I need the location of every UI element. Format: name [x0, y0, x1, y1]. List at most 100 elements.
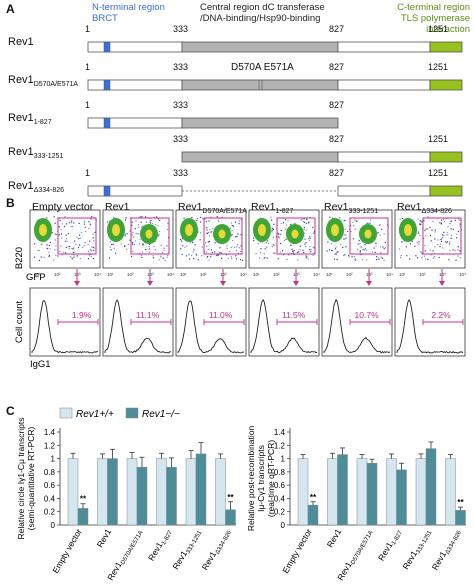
event-dot — [206, 245, 208, 247]
y-axis-label: Relative circle Iγ1-Cμ transcripts — [16, 417, 26, 539]
event-dot — [66, 240, 68, 242]
event-dot — [439, 246, 441, 248]
event-dot — [299, 245, 301, 247]
y-tick-label: 0.8 — [44, 468, 56, 477]
gfp-gate — [130, 217, 170, 255]
event-dot — [364, 244, 366, 246]
event-dot — [196, 254, 198, 256]
event-dot — [93, 240, 95, 242]
category-subscript: 333-1251 — [186, 529, 204, 555]
event-dot — [259, 252, 262, 254]
event-dot — [84, 226, 86, 228]
event-dot — [345, 246, 347, 248]
brct-domain — [103, 185, 111, 197]
event-dot — [152, 257, 155, 259]
event-dot — [93, 249, 95, 251]
event-dot — [303, 226, 306, 229]
event-dot — [310, 250, 312, 253]
histogram-curve — [250, 298, 317, 354]
label-subscript: 1-827 — [33, 119, 52, 127]
event-dot — [38, 250, 40, 252]
event-dot — [166, 228, 169, 230]
event-dot — [145, 248, 147, 251]
axis-tick-label: 10³ — [74, 272, 81, 277]
event-dot — [160, 244, 162, 246]
event-dot — [373, 247, 375, 249]
event-dot — [284, 218, 287, 221]
central-sub: /DNA-binding/Hsp90-binding — [200, 13, 321, 24]
nterm-sub: BRCT — [92, 13, 118, 24]
event-dot — [73, 247, 75, 249]
dense-cluster-core — [218, 229, 226, 239]
event-dot — [55, 233, 57, 236]
event-dot — [208, 235, 211, 237]
event-dot — [308, 221, 310, 223]
axis-tick-label: 10⁴ — [386, 272, 393, 277]
event-dot — [149, 218, 151, 220]
event-dot — [307, 222, 310, 224]
n-terminal-region — [87, 79, 183, 91]
event-dot — [371, 251, 374, 253]
event-dot — [130, 255, 133, 258]
flow-column-title: Empty vector — [32, 201, 93, 213]
event-dot — [214, 242, 216, 244]
event-dot — [131, 221, 133, 223]
event-dot — [206, 251, 208, 253]
event-dot — [60, 245, 62, 247]
event-dot — [54, 239, 56, 241]
event-dot — [352, 238, 354, 240]
event-dot — [378, 224, 380, 227]
event-dot — [141, 254, 143, 256]
bar-ko — [366, 462, 378, 526]
position-number: 1251 — [428, 62, 449, 72]
event-dot — [359, 242, 361, 245]
event-dot — [87, 258, 90, 260]
event-dot — [253, 237, 255, 239]
event-dot — [419, 220, 421, 222]
y-tick-label: 0.8 — [274, 468, 286, 477]
event-dot — [208, 259, 210, 261]
event-dot — [88, 221, 90, 223]
igg1-percent: 11.5% — [282, 310, 306, 320]
event-dot — [418, 241, 420, 243]
event-dot — [420, 223, 422, 226]
event-dot — [293, 249, 295, 252]
bar-wt — [67, 458, 79, 526]
position-number: 333 — [173, 100, 189, 110]
label-main: Empty vector — [32, 201, 94, 213]
bar-wt — [126, 458, 138, 526]
event-dot — [417, 218, 419, 220]
event-dot — [452, 228, 454, 230]
event-dot — [309, 237, 311, 240]
category-subscript: D570A/E571A — [120, 530, 144, 566]
event-dot — [342, 254, 345, 256]
central-header: Central region dC transferase /DNA-bindi… — [200, 2, 325, 24]
event-dot — [202, 218, 204, 220]
dense-cluster-core — [258, 224, 266, 236]
bar-ko — [337, 454, 348, 526]
event-dot — [232, 239, 234, 242]
event-dot — [379, 234, 381, 236]
event-dot — [360, 246, 362, 248]
event-dot — [157, 218, 160, 220]
event-dot — [140, 226, 143, 228]
n-terminal-region — [87, 41, 183, 53]
event-dot — [115, 252, 117, 254]
axis-tick-label: 10¹ — [34, 272, 41, 277]
event-dot — [441, 236, 444, 239]
event-dot — [61, 223, 63, 225]
event-dot — [458, 219, 461, 221]
event-dot — [193, 249, 196, 251]
event-dot — [156, 216, 158, 218]
event-dot — [297, 251, 299, 253]
significance-stars: ** — [457, 498, 464, 507]
event-dot — [383, 259, 385, 261]
event-dot — [129, 230, 131, 232]
event-dot — [188, 258, 191, 260]
event-dot — [238, 222, 240, 225]
c-terminal-region — [337, 151, 431, 163]
event-dot — [427, 228, 429, 230]
gate-arrowhead — [439, 281, 445, 286]
position-number: 827 — [329, 100, 345, 110]
event-dot — [140, 216, 142, 218]
